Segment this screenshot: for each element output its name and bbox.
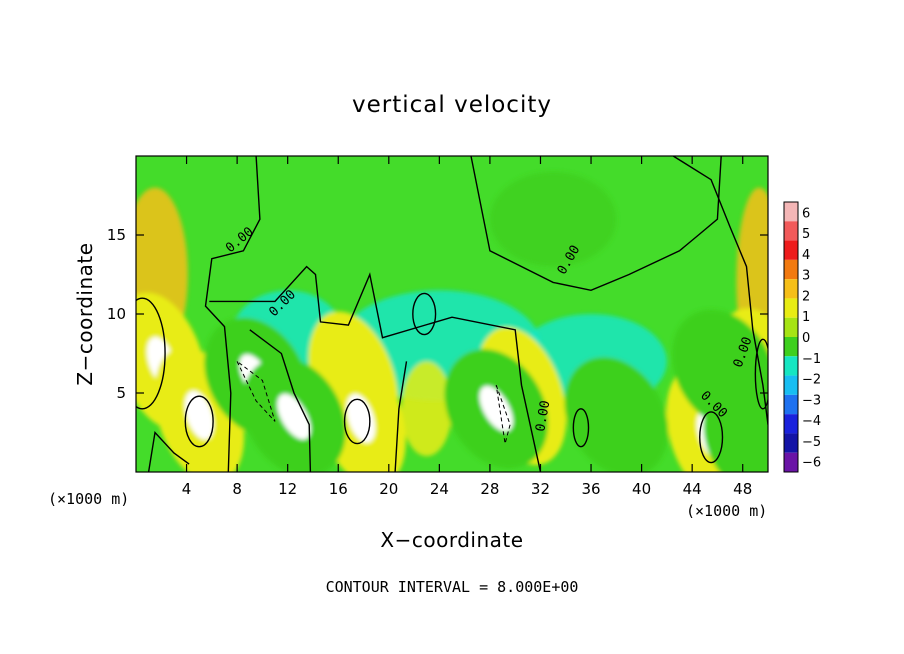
contour-interval-note: CONTOUR INTERVAL = 8.000E+00 <box>326 578 579 596</box>
contour-loop <box>343 398 371 445</box>
contour-label: 0.00 <box>533 399 553 432</box>
colorbar-label: −3 <box>802 393 821 408</box>
contour-negative <box>495 384 511 444</box>
contour-lines <box>136 156 768 472</box>
colorbar-swatch <box>784 298 798 318</box>
x-tick-label: 32 <box>531 480 550 498</box>
colorbar-swatch <box>784 394 798 415</box>
colorbar-swatch <box>784 414 798 434</box>
y-axis-label: Z−coordinate <box>73 242 97 385</box>
colorbar-swatch <box>784 259 798 280</box>
heatmap-core <box>479 386 513 432</box>
x-tick-label: 48 <box>733 480 752 498</box>
contour-zero <box>394 361 408 472</box>
y-tick-label: 15 <box>107 226 126 244</box>
colorbar-label: −2 <box>802 373 821 388</box>
x-axis-label: X−coordinate <box>380 528 523 552</box>
colorbar-swatch <box>784 317 798 337</box>
contour-zero <box>147 430 190 472</box>
colorbar-label: 3 <box>802 269 810 284</box>
contour-zero <box>209 265 542 472</box>
colorbar-label: 5 <box>802 227 810 242</box>
x-tick-label: 44 <box>683 480 702 498</box>
x-tick-label: 16 <box>329 480 348 498</box>
colorbar-swatch <box>784 240 798 260</box>
contour-loop <box>754 338 768 410</box>
chart-title: vertical velocity <box>352 92 552 118</box>
colorbar-swatch <box>784 375 798 395</box>
colorbar: 6 5 4 3 2 1 0 −1 −2 −3 −4 −5 −6 <box>783 201 821 473</box>
contour-zero <box>672 156 768 425</box>
colorbar-label: 6 <box>802 206 810 221</box>
colorbar-swatch <box>784 452 798 472</box>
x-tick-label: 36 <box>581 480 600 498</box>
heatmap-core <box>277 393 311 440</box>
contour-loop <box>184 395 214 448</box>
x-tick-label: 40 <box>632 480 651 498</box>
contour-zero <box>470 156 722 292</box>
contour-loop <box>136 297 166 410</box>
colorbar-label: 1 <box>802 310 810 325</box>
colorbar-swatch <box>784 433 798 453</box>
colorbar-label: −4 <box>802 414 821 429</box>
x-tick-label: 4 <box>182 480 192 498</box>
x-tick-label: 24 <box>430 480 449 498</box>
colorbar-swatch <box>784 337 798 357</box>
colorbar-label: 4 <box>802 248 810 263</box>
contour-loop <box>412 292 437 336</box>
colorbar-label: 0 <box>802 331 810 346</box>
x-tick-label: 8 <box>232 480 242 498</box>
x-tick-label: 12 <box>278 480 297 498</box>
colorbar-label: −5 <box>802 435 821 450</box>
heatmap-cell <box>703 380 768 472</box>
colorbar-swatch <box>784 356 798 376</box>
colorbar-label: −6 <box>802 456 821 471</box>
heatmap-field <box>136 156 768 472</box>
contour-zero <box>204 156 261 472</box>
colorbar-label: 2 <box>802 289 810 304</box>
contour-loop <box>572 408 590 448</box>
x-tick-label: 28 <box>480 480 499 498</box>
heatmap-region <box>401 361 452 457</box>
colorbar-swatch <box>784 279 798 299</box>
heatmap-blobs <box>136 171 768 472</box>
y-tick-label: 10 <box>107 305 126 323</box>
heatmap-core <box>184 390 214 440</box>
colorbar-swatch <box>784 202 798 222</box>
heatmap-cell <box>564 357 669 472</box>
contour-loop <box>699 411 724 464</box>
x-tick-label: 20 <box>379 480 398 498</box>
y-axis: 5 10 15 <box>107 226 768 402</box>
colorbar-frame <box>783 201 799 473</box>
y-tick-label: 5 <box>116 384 126 402</box>
colorbar-label: −1 <box>802 352 821 367</box>
heatmap-region <box>489 171 617 267</box>
x-unit-left: (×1000 m) <box>48 490 129 508</box>
contour-zero <box>249 329 312 472</box>
contour-negative <box>236 361 276 422</box>
x-unit-right: (×1000 m) <box>686 502 767 520</box>
x-axis: 4 8 12 16 20 24 28 32 36 40 44 48 <box>182 156 752 498</box>
colorbar-swatch <box>784 221 798 241</box>
